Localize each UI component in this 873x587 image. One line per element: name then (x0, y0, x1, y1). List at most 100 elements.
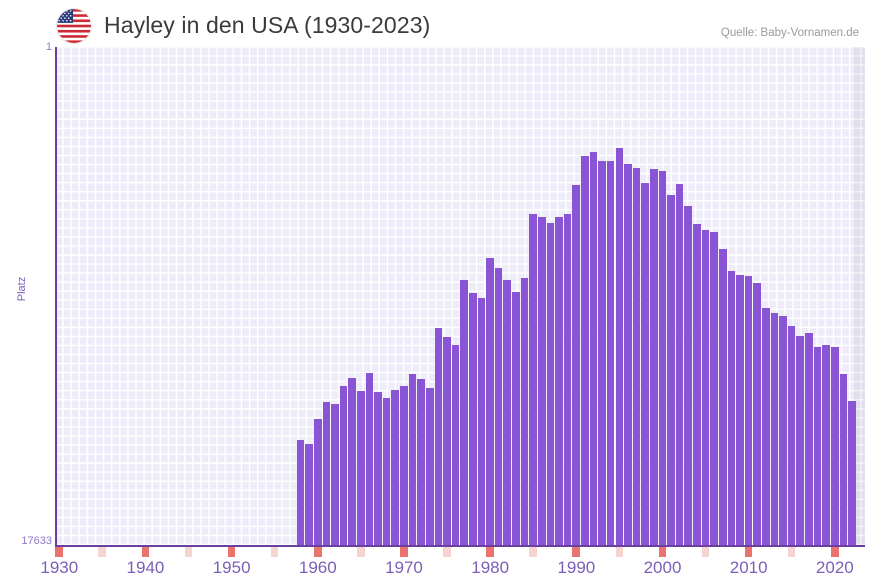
y-axis-bottom-tick-label: 17633 (21, 535, 52, 547)
x-axis-tick-strip (55, 547, 865, 557)
bar[interactable] (736, 275, 744, 546)
plot-area (55, 47, 865, 546)
x-axis-line (55, 545, 865, 547)
x-axis-tick-label: 1970 (385, 558, 423, 577)
x-axis-tick-label: 1950 (212, 558, 251, 577)
no-data-region (852, 47, 865, 546)
x-axis-major-tick (55, 547, 63, 557)
bar[interactable] (563, 214, 572, 546)
bar[interactable] (572, 185, 581, 546)
bar[interactable] (356, 391, 365, 546)
x-axis-minor-tick (356, 547, 365, 557)
bar[interactable] (339, 385, 348, 546)
bar[interactable] (615, 148, 624, 546)
bar[interactable] (296, 439, 305, 546)
x-axis-minor-tick (184, 547, 193, 557)
bar[interactable] (744, 276, 753, 546)
x-axis-major-tick (400, 547, 408, 557)
x-axis-tick-label: 1930 (40, 558, 79, 577)
bar[interactable] (598, 160, 606, 546)
bar[interactable] (805, 333, 813, 546)
x-axis-major-tick (486, 547, 494, 557)
bar[interactable] (779, 315, 787, 546)
bar[interactable] (529, 214, 537, 546)
bar[interactable] (434, 328, 443, 546)
bar[interactable] (374, 391, 382, 546)
bar-series (55, 47, 865, 546)
x-axis-major-tick (141, 547, 150, 557)
bar[interactable] (658, 170, 667, 546)
bar[interactable] (787, 325, 796, 546)
bar[interactable] (494, 267, 503, 546)
bar[interactable] (839, 373, 848, 546)
bar[interactable] (581, 156, 589, 546)
bar[interactable] (675, 183, 684, 546)
bar[interactable] (753, 283, 761, 546)
x-axis-tick-label: 1960 (298, 558, 337, 577)
bar[interactable] (822, 344, 830, 546)
us-flag-icon (57, 9, 91, 43)
bar[interactable] (391, 390, 400, 546)
bar[interactable] (460, 280, 468, 546)
x-axis-minor-tick (443, 547, 451, 557)
x-axis-labels: 1930 1940 1950 1960 1970 1980 1990 2000 2010 2020 (40, 558, 865, 586)
bar[interactable] (624, 163, 632, 546)
bar[interactable] (305, 443, 313, 546)
bar[interactable] (701, 230, 710, 546)
x-axis-minor-tick (98, 547, 107, 557)
x-axis-major-tick (830, 547, 839, 557)
bar[interactable] (848, 401, 856, 546)
bar[interactable] (830, 347, 839, 546)
x-axis-minor-tick (615, 547, 624, 557)
bar[interactable] (667, 195, 675, 546)
bar[interactable] (641, 183, 649, 546)
x-axis-tick-label: 1990 (557, 558, 596, 577)
bar[interactable] (649, 168, 658, 546)
bar[interactable] (693, 224, 701, 546)
x-axis-major-tick (658, 547, 667, 557)
bar[interactable] (520, 278, 529, 546)
bar[interactable] (400, 386, 408, 546)
bar[interactable] (331, 403, 339, 546)
bar[interactable] (606, 160, 615, 546)
bar[interactable] (555, 216, 563, 546)
bar[interactable] (796, 336, 805, 546)
x-axis-major-tick (313, 547, 322, 557)
bar[interactable] (382, 397, 391, 546)
bar[interactable] (469, 292, 477, 546)
bar[interactable] (313, 419, 322, 546)
y-axis-top-tick-label: 1 (45, 41, 52, 53)
bar[interactable] (710, 231, 718, 546)
x-axis-tick-label: 2010 (729, 558, 768, 577)
bar[interactable] (761, 307, 770, 546)
bar[interactable] (477, 298, 486, 546)
bar[interactable] (348, 377, 356, 546)
bar[interactable] (417, 379, 425, 546)
x-axis-tick-label: 2020 (815, 558, 854, 577)
x-axis-major-tick (744, 547, 753, 557)
x-axis-tick-label: 1940 (126, 558, 165, 577)
bar[interactable] (632, 168, 641, 546)
bar[interactable] (486, 257, 494, 546)
bar[interactable] (451, 345, 460, 546)
chart-header: Hayley in den USA (1930-2023) Quelle: Ba… (0, 0, 873, 44)
bar[interactable] (322, 401, 331, 546)
y-axis-line (55, 47, 57, 546)
bar[interactable] (684, 205, 693, 546)
bar[interactable] (727, 271, 736, 546)
x-axis-major-tick (572, 547, 581, 557)
y-axis-title: Platz (16, 276, 28, 302)
bar[interactable] (770, 313, 779, 546)
bar[interactable] (443, 337, 451, 546)
bar[interactable] (546, 222, 555, 546)
bar[interactable] (589, 151, 598, 546)
bar[interactable] (408, 373, 417, 546)
bar[interactable] (537, 216, 546, 546)
bar[interactable] (512, 292, 520, 546)
x-axis-minor-tick (529, 547, 537, 557)
bar[interactable] (365, 372, 374, 546)
bar[interactable] (503, 280, 512, 546)
bar[interactable] (813, 346, 822, 546)
bar[interactable] (718, 248, 727, 546)
bar[interactable] (425, 387, 434, 546)
